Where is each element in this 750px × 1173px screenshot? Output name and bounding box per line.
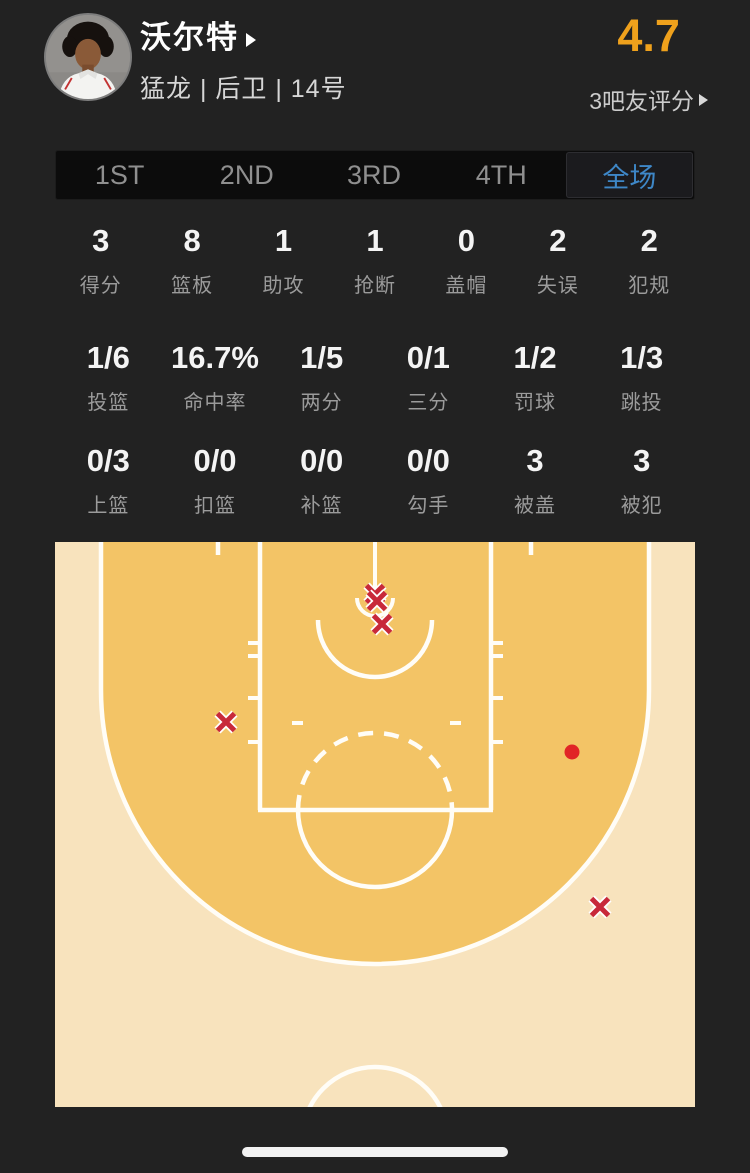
stat-label: 助攻: [262, 275, 305, 297]
stat-value: 3: [526, 443, 544, 478]
stat-扣篮: 0/0 扣篮: [162, 444, 269, 518]
stat-label: 被盖: [514, 495, 557, 517]
center-circle: [307, 1064, 443, 1107]
stat-label: 得分: [79, 275, 122, 297]
stat-label: 上篮: [87, 495, 130, 517]
player-team-info: 猛龙 | 后卫 | 14号: [140, 75, 347, 103]
stat-勾手: 0/0 勾手: [375, 444, 482, 518]
stat-value: 0/3: [86, 443, 130, 478]
stat-盖帽: 0 盖帽: [421, 224, 512, 298]
stat-上篮: 0/3 上篮: [55, 444, 162, 518]
stat-value: 1: [274, 223, 293, 258]
stat-label: 失误: [536, 275, 579, 297]
stat-抢断: 1 抢断: [329, 224, 420, 298]
stat-犯规: 2 犯规: [604, 224, 695, 298]
player-rating: 4.7: [617, 10, 680, 61]
stat-投篮: 1/6 投篮: [55, 341, 162, 415]
rating-link-label: 3吧友评分: [589, 88, 694, 114]
home-indicator[interactable]: [242, 1147, 508, 1157]
shot-chart: [55, 542, 695, 1107]
stat-value: 2: [549, 223, 567, 258]
three-point-line: [98, 542, 652, 967]
stat-label: 盖帽: [445, 275, 488, 297]
court-inner-area: [101, 542, 649, 964]
chevron-right-icon: [699, 94, 708, 106]
stat-得分: 3 得分: [55, 224, 146, 298]
stat-label: 罚球: [514, 392, 557, 414]
stat-value: 1/6: [86, 340, 130, 375]
tab-1ST[interactable]: 1ST: [94, 159, 145, 190]
stat-label: 被犯: [620, 495, 663, 517]
stat-篮板: 8 篮板: [146, 224, 237, 298]
player-name: 沃尔特: [140, 20, 239, 55]
stat-value: 0/0: [193, 443, 237, 478]
stat-value: 2: [640, 223, 658, 258]
stat-value: 3: [92, 223, 110, 258]
stat-value: 0/0: [300, 443, 344, 478]
stat-value: 0/0: [406, 443, 450, 478]
missed-shot-marker: [365, 589, 389, 613]
stat-label: 补篮: [300, 495, 343, 517]
tab-2ND[interactable]: 2ND: [219, 159, 274, 190]
stat-label: 扣篮: [194, 495, 236, 517]
stat-失误: 2 失误: [512, 224, 603, 298]
stat-value: 1/5: [300, 340, 344, 375]
restricted-area-arc: [315, 619, 435, 680]
halfcourt-diagram: [55, 542, 695, 1107]
stat-三分: 0/1 三分: [375, 341, 482, 415]
player-photo: [46, 15, 130, 99]
stat-助攻: 1 助攻: [238, 224, 329, 298]
stat-跳投: 1/3 跳投: [588, 341, 695, 415]
quarter-tabs: 1ST 2ND 3RD 4TH 全场: [55, 150, 695, 200]
stat-value: 0: [457, 223, 476, 258]
stat-label: 投篮: [87, 392, 130, 414]
stat-value: 16.7%: [171, 340, 259, 375]
stat-label: 犯规: [628, 275, 671, 297]
stat-value: 1: [366, 223, 384, 258]
stat-补篮: 0/0 补篮: [268, 444, 375, 518]
stat-value: 8: [183, 223, 201, 258]
missed-shot-marker: [588, 895, 612, 919]
free-throw-circle-dashed: [295, 730, 455, 811]
stat-value: 0/1: [406, 340, 450, 375]
stat-被盖: 3 被盖: [482, 444, 589, 518]
player-name-row[interactable]: 沃尔特: [140, 20, 347, 56]
lane-hash-left: [248, 641, 260, 744]
tab-3RD[interactable]: 3RD: [347, 159, 402, 190]
baseline-ticks: [215, 542, 534, 555]
stats-row-1: 3 得分 8 篮板 1 助攻 1 抢断 0 盖帽 2 失误 2 犯规: [55, 224, 695, 298]
stat-label: 跳投: [620, 392, 663, 414]
stat-label: 抢断: [353, 275, 396, 297]
missed-shot-marker: [370, 612, 394, 636]
rating-link[interactable]: 3吧友评分: [589, 82, 708, 116]
stat-被犯: 3 被犯: [588, 444, 695, 518]
missed-shot-marker: [214, 710, 238, 734]
stats-row-2: 1/6 投篮 16.7% 命中率 1/5 两分 0/1 三分 1/2 罚球 1/3 跳投: [55, 341, 695, 415]
stats-row-3: 0/3 上篮 0/0 扣篮 0/0 补篮 0/0 勾手 3 被盖 3 被犯: [55, 444, 695, 518]
stat-命中率: 16.7% 命中率: [162, 341, 269, 415]
stat-罚球: 1/2 罚球: [482, 341, 589, 415]
stat-label: 两分: [300, 392, 343, 414]
tab-全场[interactable]: 全场: [565, 152, 694, 198]
stat-label: 勾手: [407, 495, 450, 517]
rating-block: 4.7 3吧友评分: [589, 12, 708, 116]
stat-label: 命中率: [183, 392, 247, 414]
stat-value: 1/2: [513, 340, 557, 375]
court-lines: [98, 542, 652, 1107]
stat-两分: 1/5 两分: [268, 341, 375, 415]
stat-label: 篮板: [171, 275, 214, 297]
lane-hash-right: [491, 641, 503, 744]
stat-value: 1/3: [620, 340, 664, 375]
player-identity: 沃尔特 猛龙 | 后卫 | 14号: [140, 20, 347, 105]
shot-markers: [214, 582, 612, 919]
stat-label: 三分: [407, 392, 450, 414]
made-shot-marker: [564, 744, 580, 760]
chevron-right-icon: [246, 32, 256, 47]
stat-value: 3: [633, 443, 651, 478]
free-throw-circle-solid: [295, 809, 455, 890]
tab-4TH[interactable]: 4TH: [475, 159, 527, 190]
player-avatar[interactable]: [44, 13, 132, 101]
